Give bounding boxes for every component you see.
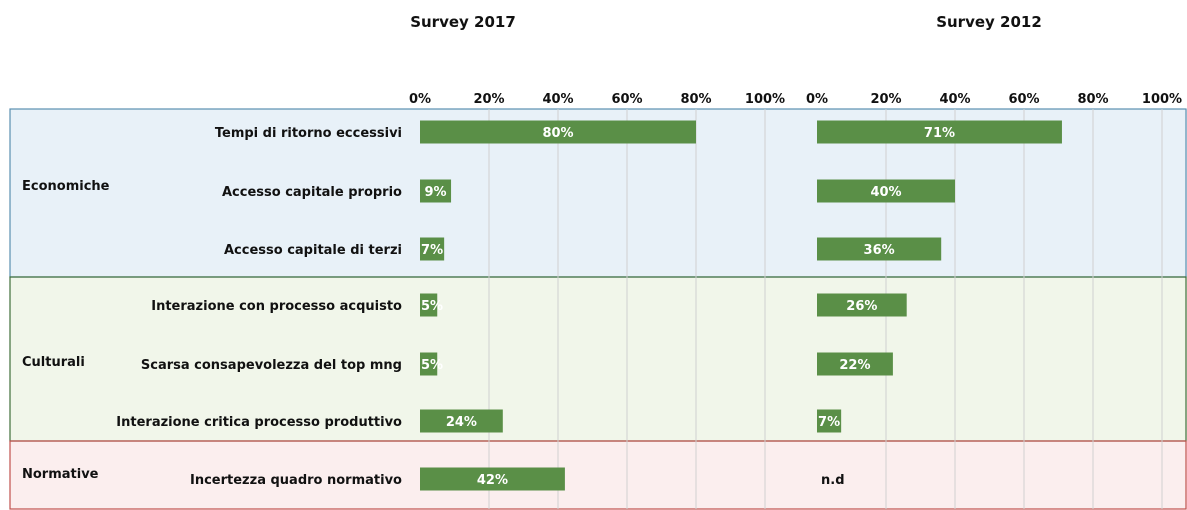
bar xyxy=(817,120,1062,144)
group-label: Economiche xyxy=(22,179,110,194)
tick-label: 40% xyxy=(542,92,573,107)
band-normative xyxy=(10,441,1187,509)
bar-value-label: 42% xyxy=(477,473,508,488)
no-data-label: n.d xyxy=(821,473,845,488)
bar xyxy=(420,120,696,144)
tick-label: 80% xyxy=(1077,92,1108,107)
bar-value-label: 80% xyxy=(542,126,573,141)
tick-label: 100% xyxy=(745,92,785,107)
bar xyxy=(420,409,503,433)
band-culturali xyxy=(10,277,1187,441)
category-label: Incertezza quadro normativo xyxy=(190,473,402,488)
bar xyxy=(817,409,842,433)
category-label: Accesso capitale di terzi xyxy=(224,243,402,258)
bar xyxy=(420,293,438,317)
category-label: Accesso capitale proprio xyxy=(222,185,402,200)
bar-value-label: 5% xyxy=(421,358,443,373)
bar-value-label: 40% xyxy=(870,185,901,200)
tick-label: 0% xyxy=(806,92,828,107)
bar xyxy=(420,467,565,491)
bar-value-label: 7% xyxy=(818,415,840,430)
bar-value-label: 36% xyxy=(864,243,895,258)
tick-label: 40% xyxy=(939,92,970,107)
bar xyxy=(420,237,445,261)
bar-value-label: 9% xyxy=(424,185,446,200)
bar xyxy=(420,179,452,203)
bar-value-label: 71% xyxy=(924,126,955,141)
tick-label: 100% xyxy=(1142,92,1182,107)
bar xyxy=(817,352,893,376)
bar-value-label: 7% xyxy=(421,243,443,258)
tick-label: 20% xyxy=(473,92,504,107)
bar-value-label: 5% xyxy=(421,299,443,314)
bar-value-label: 22% xyxy=(839,358,870,373)
panel-title: Survey 2012 xyxy=(936,13,1042,31)
tick-label: 20% xyxy=(870,92,901,107)
bar xyxy=(817,237,942,261)
bar-value-label: 24% xyxy=(446,415,477,430)
bar xyxy=(420,352,438,376)
category-label: Interazione con processo acquisto xyxy=(151,299,402,314)
bar xyxy=(817,293,907,317)
bar-value-label: 26% xyxy=(846,299,877,314)
tick-label: 0% xyxy=(409,92,431,107)
category-label: Tempi di ritorno eccessivi xyxy=(215,126,402,141)
category-label: Interazione critica processo produttivo xyxy=(116,415,402,430)
group-label: Culturali xyxy=(22,355,85,370)
panel-title: Survey 2017 xyxy=(410,13,516,31)
category-label: Scarsa consapevolezza del top mng xyxy=(141,358,402,373)
band-border-normative xyxy=(9,440,1187,510)
bar xyxy=(817,179,955,203)
tick-label: 80% xyxy=(680,92,711,107)
group-label: Normative xyxy=(22,467,99,482)
tick-label: 60% xyxy=(611,92,642,107)
tick-label: 60% xyxy=(1008,92,1039,107)
